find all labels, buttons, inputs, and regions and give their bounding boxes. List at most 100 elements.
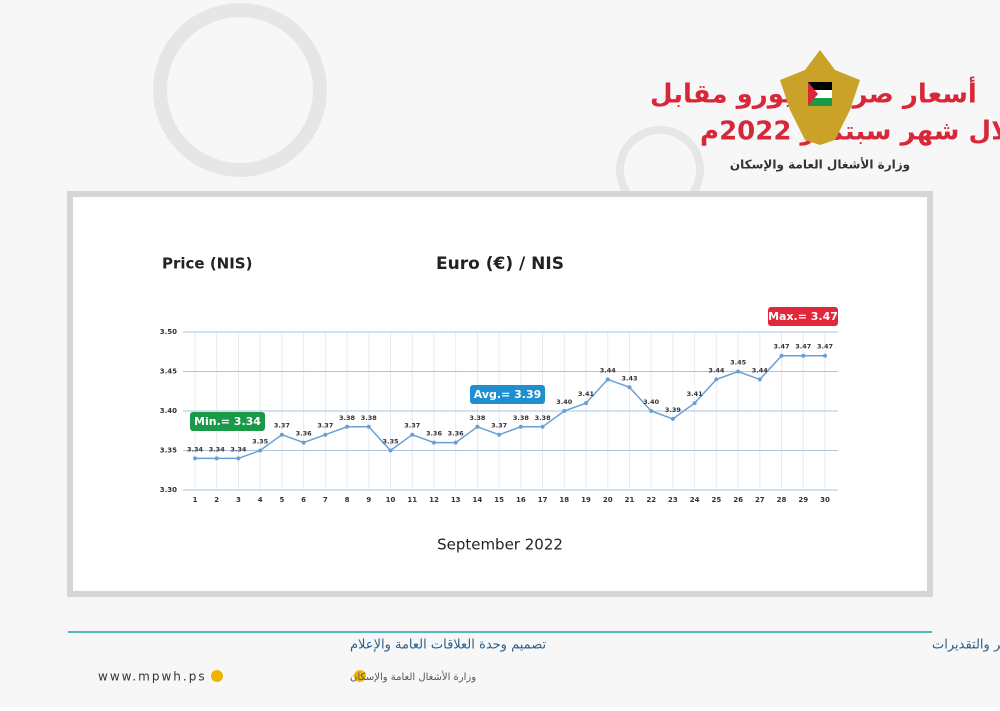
data-point [584, 401, 589, 406]
x-tick-label: 15 [494, 496, 504, 504]
y-tick-label: 3.50 [160, 328, 177, 336]
data-label: 3.41 [578, 390, 595, 398]
annotation-box [470, 385, 545, 404]
data-point [605, 377, 610, 382]
data-line [195, 354, 825, 460]
data-label: 3.37 [404, 422, 420, 430]
data-label: 3.38 [469, 414, 486, 422]
data-label: 3.40 [643, 398, 660, 406]
x-tick-label: 12 [429, 496, 439, 504]
data-point [236, 456, 241, 461]
x-tick-label: 2 [214, 496, 219, 504]
x-tick-label: 29 [798, 496, 808, 504]
data-point [714, 377, 719, 382]
data-label: 3.38 [361, 414, 378, 422]
bg-sketch [153, 3, 327, 177]
data-point [301, 440, 306, 445]
x-tick-label: 22 [646, 496, 656, 504]
data-point [366, 424, 371, 429]
footer-website[interactable]: www.mpwh.ps [98, 670, 207, 684]
x-tick-label: 14 [473, 496, 483, 504]
x-tick-label: 21 [625, 496, 635, 504]
x-tick-label: 1 [193, 496, 198, 504]
data-label: 3.36 [426, 430, 443, 438]
footer-department: الإدارة العامة للعطاءات المركزية - دائرة… [932, 638, 1000, 653]
x-tick-label: 10 [386, 496, 396, 504]
ministry-name: وزارة الأشغال العامة والإسكان [730, 157, 910, 173]
data-point [279, 432, 284, 437]
y-tick-label: 3.40 [160, 407, 177, 415]
data-label: 3.47 [795, 343, 811, 351]
x-tick-label: 13 [451, 496, 461, 504]
data-label: 3.44 [752, 366, 769, 374]
data-label: 3.34 [187, 445, 204, 453]
data-point [627, 385, 632, 390]
data-point [214, 456, 219, 461]
annotation: Min.= 3.34 [194, 415, 261, 428]
data-point [453, 440, 458, 445]
data-point [823, 353, 827, 358]
data-label: 3.38 [513, 414, 530, 422]
data-point [475, 424, 480, 429]
data-label: 3.34 [230, 445, 247, 453]
data-label: 3.35 [382, 438, 399, 446]
annotation: Avg.= 3.39 [474, 388, 542, 401]
x-tick-label: 4 [258, 496, 263, 504]
footer-design: تصميم وحدة العلاقات العامة والإعلام [350, 638, 546, 653]
data-point [410, 432, 415, 437]
data-point [562, 409, 567, 413]
footer-ministry: وزارة الأشغال العامة والإسكان [350, 670, 476, 683]
data-label: 3.47 [774, 343, 790, 351]
data-label: 3.40 [556, 398, 573, 406]
data-label: 3.36 [296, 430, 313, 438]
annotation: Max.= 3.47 [768, 310, 838, 323]
x-tick-label: 18 [559, 496, 569, 504]
data-point [497, 432, 502, 437]
y-tick-label: 3.45 [160, 368, 177, 376]
x-tick-label: 16 [516, 496, 526, 504]
logo [780, 50, 860, 145]
y-tick-label: 3.35 [160, 447, 177, 455]
x-tick-label: 26 [733, 496, 743, 504]
x-tick-label: 8 [345, 496, 350, 504]
data-point [670, 416, 675, 421]
data-label: 3.37 [491, 422, 507, 430]
data-point [692, 401, 697, 406]
x-tick-label: 11 [407, 496, 417, 504]
data-point [388, 448, 393, 453]
x-tick-label: 17 [538, 496, 548, 504]
data-label: 3.36 [448, 430, 465, 438]
data-label: 3.44 [708, 366, 725, 374]
data-point [345, 424, 350, 429]
social-icon [354, 670, 366, 682]
data-label: 3.34 [209, 445, 226, 453]
data-point [193, 456, 197, 461]
x-tick-label: 5 [279, 496, 284, 504]
data-label: 3.45 [730, 359, 747, 367]
x-tick-label: 19 [581, 496, 591, 504]
data-label: 3.38 [339, 414, 356, 422]
data-label: 3.39 [665, 406, 682, 414]
x-tick-label: 24 [690, 496, 700, 504]
x-axis-label: September 2022 [437, 536, 563, 554]
data-label: 3.37 [274, 422, 290, 430]
data-label: 3.37 [317, 422, 333, 430]
plot: 1 2 3 4 5 6 7 8 9 10 11 12 13 14 15 16 17 18 19 20 21 22 23 24 2… [160, 307, 838, 504]
web-icon [211, 670, 223, 682]
y-axis-label: Price (NIS) [162, 255, 252, 273]
data-label: 3.43 [621, 374, 637, 382]
data-label: 3.47 [817, 343, 833, 351]
chart-title: Euro (€) / NIS [436, 254, 564, 274]
x-tick-label: 20 [603, 496, 613, 504]
data-point [518, 424, 523, 429]
x-tick-label: 28 [777, 496, 787, 504]
data-point [801, 353, 806, 358]
x-tick-label: 30 [820, 496, 830, 504]
y-tick-label: 3.30 [160, 486, 177, 494]
x-tick-label: 27 [755, 496, 765, 504]
x-tick-label: 9 [366, 496, 371, 504]
data-label: 3.44 [600, 366, 617, 374]
x-tick-label: 25 [712, 496, 722, 504]
x-tick-label: 3 [236, 496, 241, 504]
